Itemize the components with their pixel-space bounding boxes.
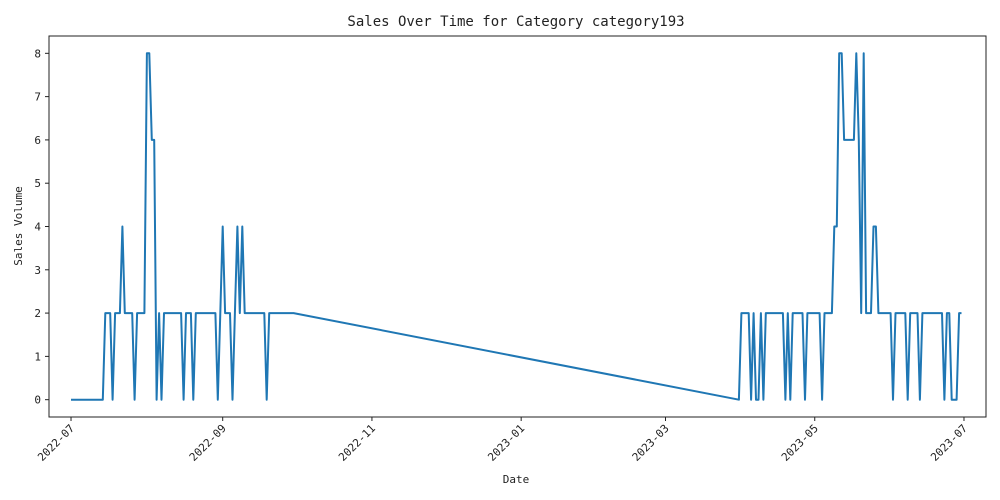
x-tick-label: 2023-01	[485, 422, 527, 464]
x-tick-label: 2023-05	[779, 422, 821, 464]
y-tick-label: 5	[34, 177, 41, 190]
y-tick-label: 7	[34, 91, 41, 104]
y-tick-label: 6	[34, 134, 41, 147]
x-tick-label: 2022-07	[35, 422, 77, 464]
y-axis: 0 1 2 3 4 5 6 7 8	[34, 47, 49, 407]
x-axis-label: Date	[503, 473, 530, 486]
y-tick-label: 3	[34, 264, 41, 277]
y-tick-label: 1	[34, 350, 41, 363]
y-tick-label: 4	[34, 221, 41, 234]
y-axis-label: Sales Volume	[12, 186, 25, 265]
chart-title: Sales Over Time for Category category193	[347, 14, 684, 30]
y-tick-label: 0	[34, 394, 41, 407]
x-tick-label: 2023-03	[630, 422, 672, 464]
x-tick-label: 2022-11	[336, 422, 378, 464]
plot-frame	[48, 35, 987, 418]
x-axis: 2022-07 2022-09 2022-11 2023-01 2023-03 2023-…	[35, 417, 970, 464]
y-tick-label: 2	[34, 307, 41, 320]
sales-volume-line	[71, 52, 962, 401]
x-tick-label: 2023-07	[928, 422, 970, 464]
y-tick-label: 8	[34, 47, 41, 60]
x-tick-label: 2022-09	[187, 422, 229, 464]
